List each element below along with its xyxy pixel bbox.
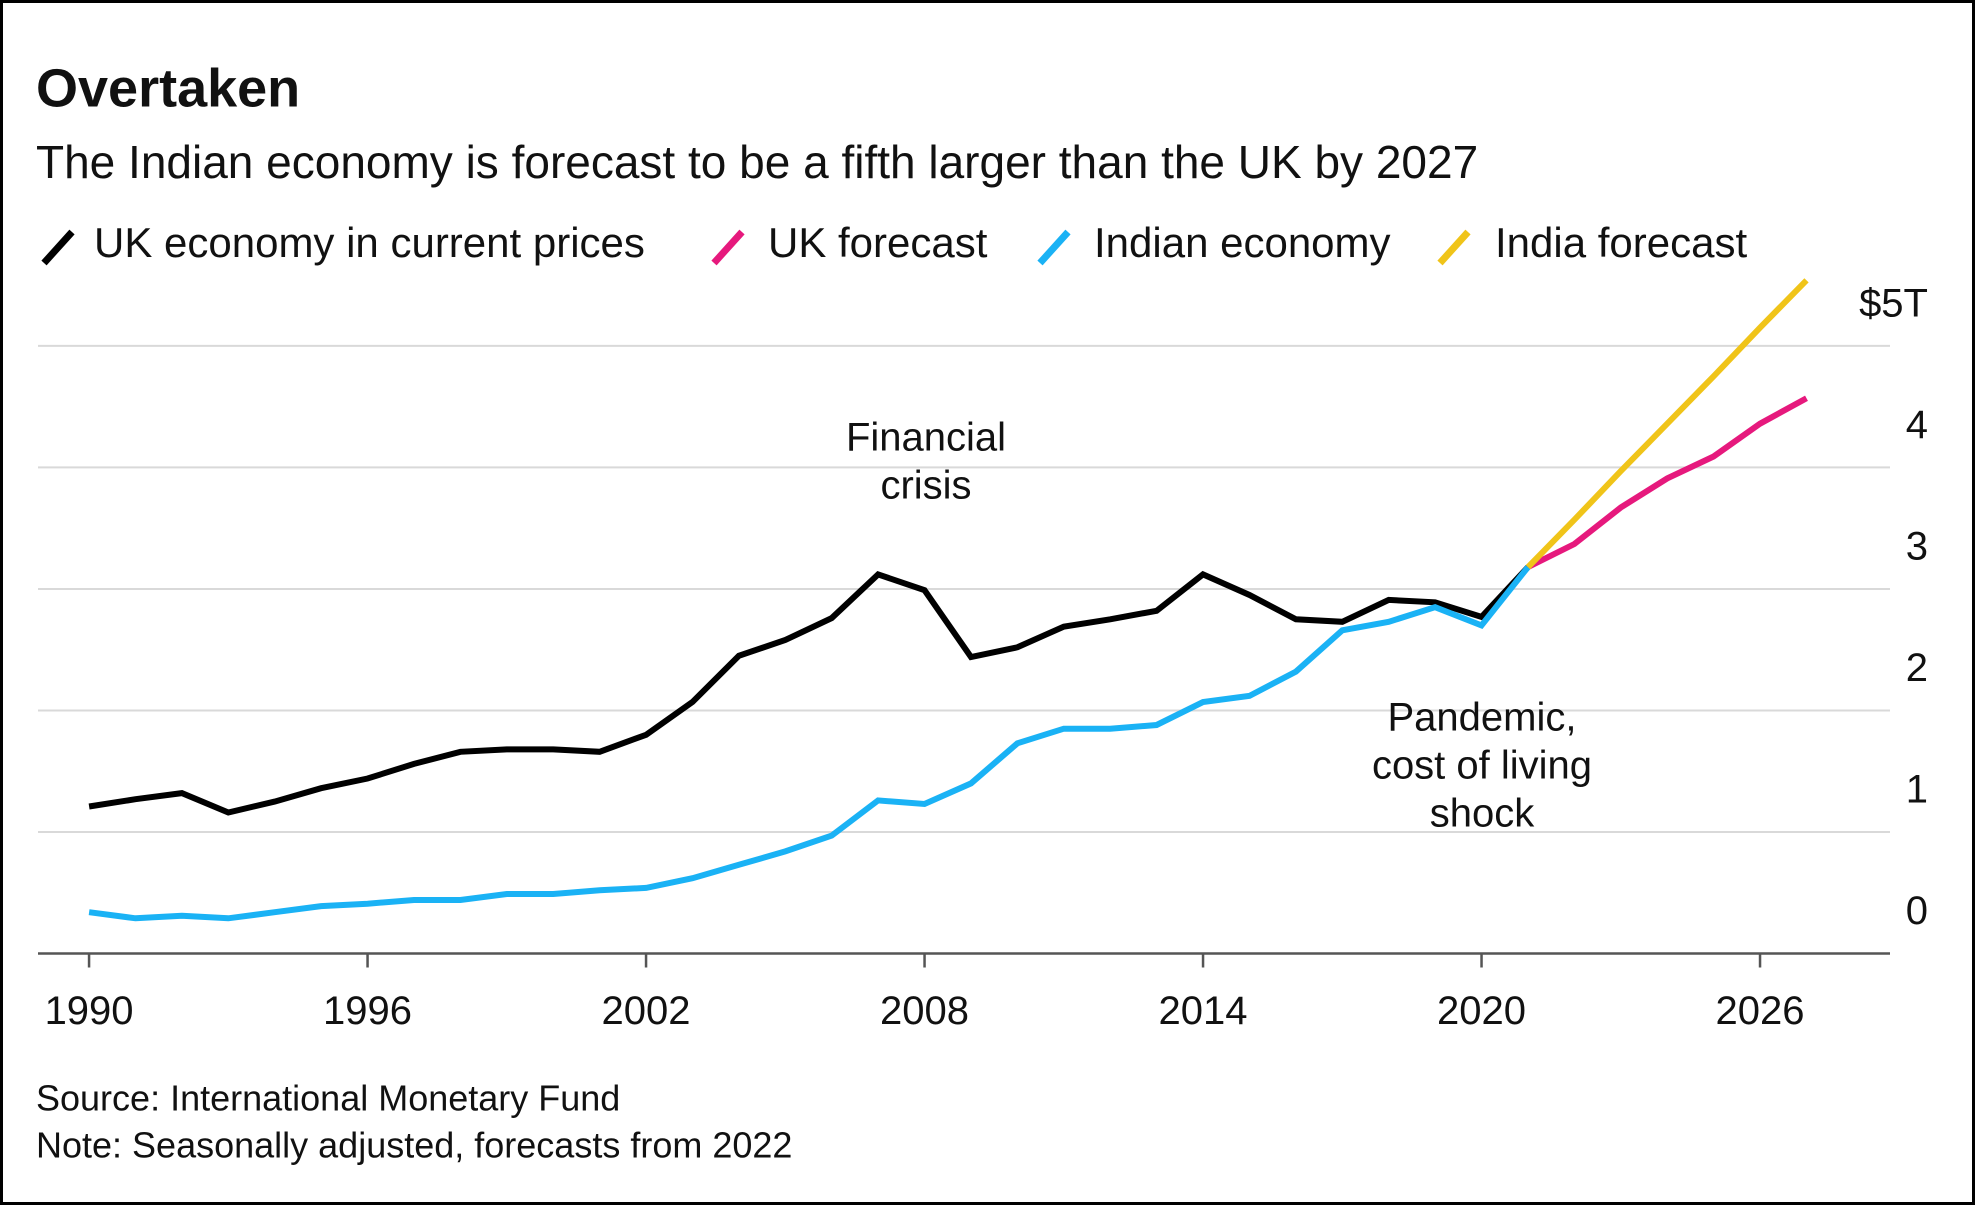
- legend-swatch: [711, 229, 745, 266]
- x-tick-label: 1996: [323, 989, 412, 1033]
- annotation: cost of living: [1372, 744, 1592, 788]
- x-tick-label: 1990: [45, 989, 134, 1033]
- legend-label: UK forecast: [768, 219, 988, 266]
- y-tick-label: 3: [1906, 525, 1928, 569]
- chart-subtitle: The Indian economy is forecast to be a f…: [36, 136, 1478, 188]
- y-tick-label: 4: [1906, 403, 1928, 447]
- series-line: [1526, 395, 1808, 570]
- legend-swatch: [41, 229, 75, 266]
- x-tick-label: 2002: [602, 989, 691, 1033]
- y-tick-label: 2: [1906, 646, 1928, 690]
- legend-label: UK economy in current prices: [94, 219, 645, 266]
- annotation: Financial: [846, 416, 1006, 460]
- legend-swatch: [1437, 229, 1471, 266]
- annotation: Pandemic,: [1388, 696, 1577, 740]
- legend-swatch: [1037, 229, 1071, 266]
- chart-title: Overtaken: [36, 58, 300, 118]
- x-tick-label: 2014: [1159, 989, 1248, 1033]
- series-line: [88, 565, 1531, 922]
- source: Source: International Monetary Fund: [36, 1078, 620, 1119]
- y-tick-label: $5T: [1859, 281, 1928, 325]
- x-tick-label: 2008: [880, 989, 969, 1033]
- legend-label: Indian economy: [1094, 219, 1391, 266]
- x-tick-label: 2026: [1716, 989, 1805, 1033]
- series-line: [88, 565, 1531, 816]
- legend-label: India forecast: [1495, 219, 1747, 266]
- y-tick-label: 0: [1906, 889, 1928, 933]
- x-tick-label: 2020: [1437, 989, 1526, 1033]
- annotation: crisis: [880, 464, 971, 508]
- annotation: shock: [1430, 792, 1535, 836]
- y-tick-label: 1: [1906, 768, 1928, 812]
- note: Note: Seasonally adjusted, forecasts fro…: [36, 1125, 792, 1166]
- series-line: [1525, 278, 1809, 570]
